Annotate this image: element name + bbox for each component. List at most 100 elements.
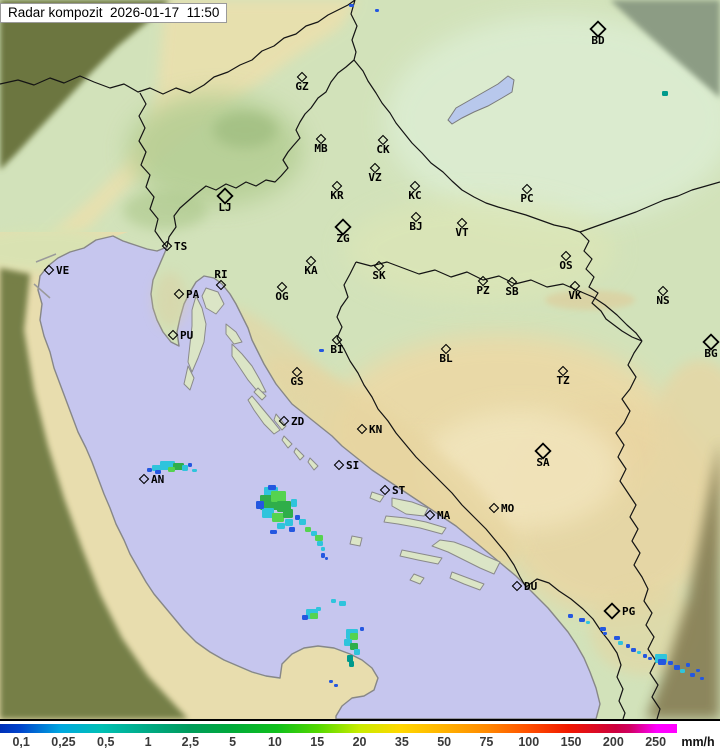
station-diamond-icon xyxy=(409,180,421,192)
station-diamond-icon xyxy=(315,133,327,145)
station-gs: GS xyxy=(290,366,304,388)
terrain-apennines-dark xyxy=(0,268,188,719)
station-diamond-icon xyxy=(291,366,303,378)
radar-echo xyxy=(631,648,636,652)
radar-echo xyxy=(360,627,364,631)
station-label: VT xyxy=(455,226,469,239)
station-label: GS xyxy=(290,375,303,388)
station-diamond-icon xyxy=(356,423,368,435)
radar-echo xyxy=(329,680,333,683)
station-label: BG xyxy=(704,347,718,360)
station-sk: SK xyxy=(372,260,386,282)
station-bd: BD xyxy=(589,20,607,47)
radar-echo xyxy=(192,469,197,472)
station-label: KR xyxy=(330,189,344,202)
scale-label: 5 xyxy=(229,735,237,749)
station-label: MB xyxy=(314,142,328,155)
adriatic-sea xyxy=(37,235,601,719)
terrain-alps-dark xyxy=(0,0,170,170)
radar-map: BD LJ ZG SA PG BG GZ MB CK VZ KR KC PC BJ VT KA SK OS PZ SB… xyxy=(0,0,720,719)
radar-echo xyxy=(289,527,295,532)
station-diamond-icon xyxy=(276,281,288,293)
station-ka: KA xyxy=(304,255,318,277)
radar-echo xyxy=(586,621,590,624)
radar-echo xyxy=(618,641,623,645)
station-kn: KN xyxy=(356,423,382,436)
radar-echo xyxy=(350,643,358,650)
radar-echo xyxy=(268,485,276,490)
station-st: ST xyxy=(379,484,406,497)
radar-echo xyxy=(271,491,286,502)
station-label: AN xyxy=(151,473,164,486)
national-borders xyxy=(0,0,720,719)
terrain-alps-pale xyxy=(28,0,358,270)
station-diamond-icon xyxy=(534,442,552,460)
station-label: SI xyxy=(346,459,359,472)
terrain-istria xyxy=(154,272,186,328)
radar-echo xyxy=(283,509,293,518)
terrain-fruska-gora xyxy=(545,290,635,310)
station-label: VE xyxy=(56,264,69,277)
radar-map-svg: BD LJ ZG SA PG BG GZ MB CK VZ KR KC PC BJ VT KA SK OS PZ SB… xyxy=(0,0,720,719)
radar-echo xyxy=(349,661,354,667)
station-diamond-icon xyxy=(557,365,569,377)
station-label: PG xyxy=(622,605,636,618)
scale-label: 1 xyxy=(144,735,152,749)
radar-echo xyxy=(152,465,161,471)
terrain-hungary-plain xyxy=(385,15,720,225)
scale-label: 200 xyxy=(602,735,624,749)
radar-echo xyxy=(349,4,354,7)
station-bl: BL xyxy=(439,343,453,365)
scale-label: 35 xyxy=(394,735,409,749)
station-label: SK xyxy=(372,269,386,282)
scale-label: 10 xyxy=(267,735,282,749)
station-label: PC xyxy=(520,192,533,205)
station-label: NS xyxy=(656,294,669,307)
station-sa: SA xyxy=(534,442,552,469)
scale-label: 50 xyxy=(437,735,452,749)
station-diamond-icon xyxy=(521,183,533,195)
radar-echo xyxy=(182,465,188,471)
station-diamond-icon xyxy=(560,250,572,262)
station-label: MA xyxy=(437,509,451,522)
station-diamond-icon xyxy=(506,276,518,288)
radar-echo xyxy=(256,501,264,509)
station-diamond-icon xyxy=(511,580,523,592)
station-diamond-icon xyxy=(334,218,352,236)
scale-footer: 0,1 0,25 0,5 1 2,5 5 10 15 20 35 50 75 100 150 200 250 m… xyxy=(0,719,720,751)
radar-echo xyxy=(315,535,323,541)
station-label: OS xyxy=(559,259,572,272)
radar-echo xyxy=(690,673,695,677)
radar-echo xyxy=(302,615,308,620)
radar-echo xyxy=(311,531,317,536)
station-label: TZ xyxy=(556,374,570,387)
station-vk: VK xyxy=(568,280,582,302)
station-ve: VE xyxy=(43,264,69,277)
radar-echo xyxy=(317,541,323,546)
radar-echo xyxy=(626,644,630,648)
station-label: RI xyxy=(214,268,227,281)
radar-echo xyxy=(285,519,293,526)
station-label: BI xyxy=(330,343,343,356)
station-bj: BJ xyxy=(409,211,423,233)
station-label: ZG xyxy=(336,232,350,245)
station-ma: MA xyxy=(424,509,451,522)
station-diamond-icon xyxy=(424,509,436,521)
station-label: VK xyxy=(568,289,582,302)
scale-label: 20 xyxy=(352,735,367,749)
station-diamond-icon xyxy=(373,260,385,272)
station-diamond-icon xyxy=(456,217,468,229)
scale-label: 100 xyxy=(518,735,540,749)
scale-label: 250 xyxy=(645,735,667,749)
station-label: KC xyxy=(408,189,421,202)
station-diamond-icon xyxy=(138,473,150,485)
rainfall-colorbar xyxy=(0,724,677,733)
station-ns: NS xyxy=(656,285,670,307)
terrain-kras xyxy=(123,190,207,230)
radar-echo xyxy=(305,527,311,532)
station-label: BJ xyxy=(409,220,422,233)
station-ri: RI xyxy=(214,268,228,291)
radar-echo xyxy=(350,633,358,640)
station-bi: BI xyxy=(330,334,344,356)
